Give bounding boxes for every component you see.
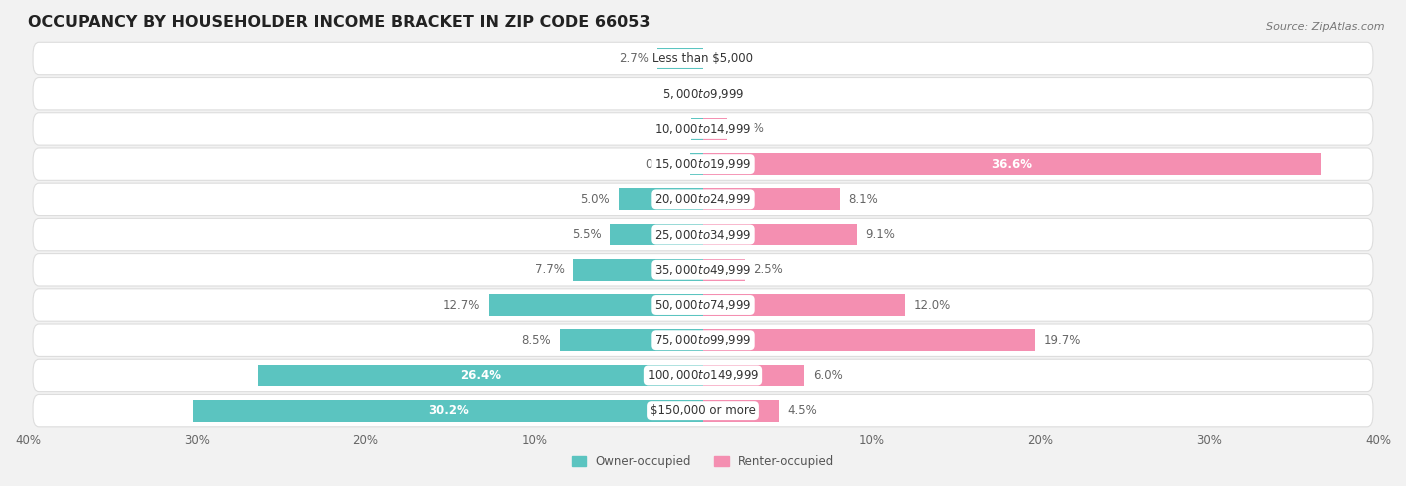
Text: 19.7%: 19.7% xyxy=(1043,334,1081,347)
FancyBboxPatch shape xyxy=(34,218,1372,251)
Text: 9.1%: 9.1% xyxy=(865,228,894,241)
Text: 30.2%: 30.2% xyxy=(427,404,468,417)
Bar xyxy=(692,118,703,140)
Text: 2.7%: 2.7% xyxy=(619,52,650,65)
FancyBboxPatch shape xyxy=(34,42,1372,75)
Bar xyxy=(489,294,703,316)
Text: $75,000 to $99,999: $75,000 to $99,999 xyxy=(654,333,752,347)
Text: 8.1%: 8.1% xyxy=(848,193,877,206)
Text: $25,000 to $34,999: $25,000 to $34,999 xyxy=(654,227,752,242)
Bar xyxy=(619,189,703,210)
Text: $35,000 to $49,999: $35,000 to $49,999 xyxy=(654,263,752,277)
Text: 0.7%: 0.7% xyxy=(652,122,683,136)
FancyBboxPatch shape xyxy=(34,359,1372,392)
Text: $20,000 to $24,999: $20,000 to $24,999 xyxy=(654,192,752,207)
Bar xyxy=(703,153,1320,175)
Bar xyxy=(257,364,703,386)
Bar xyxy=(610,224,703,245)
Text: $15,000 to $19,999: $15,000 to $19,999 xyxy=(654,157,752,171)
FancyBboxPatch shape xyxy=(34,289,1372,321)
Text: $100,000 to $149,999: $100,000 to $149,999 xyxy=(647,368,759,382)
Text: 5.5%: 5.5% xyxy=(572,228,602,241)
Bar xyxy=(703,259,745,281)
Text: Source: ZipAtlas.com: Source: ZipAtlas.com xyxy=(1267,22,1385,32)
Text: 2.5%: 2.5% xyxy=(754,263,783,276)
Bar xyxy=(690,153,703,175)
Text: 4.5%: 4.5% xyxy=(787,404,817,417)
FancyBboxPatch shape xyxy=(34,148,1372,180)
FancyBboxPatch shape xyxy=(34,324,1372,356)
Text: 7.7%: 7.7% xyxy=(534,263,565,276)
Bar xyxy=(703,364,804,386)
Bar xyxy=(703,294,905,316)
Text: 0.75%: 0.75% xyxy=(645,157,682,171)
Text: 5.0%: 5.0% xyxy=(581,193,610,206)
FancyBboxPatch shape xyxy=(34,77,1372,110)
Bar xyxy=(658,48,703,69)
Text: 36.6%: 36.6% xyxy=(991,157,1032,171)
Text: $50,000 to $74,999: $50,000 to $74,999 xyxy=(654,298,752,312)
Bar xyxy=(703,330,1035,351)
Bar xyxy=(703,224,856,245)
FancyBboxPatch shape xyxy=(34,113,1372,145)
Text: $150,000 or more: $150,000 or more xyxy=(650,404,756,417)
Text: 26.4%: 26.4% xyxy=(460,369,501,382)
Text: $10,000 to $14,999: $10,000 to $14,999 xyxy=(654,122,752,136)
Bar xyxy=(194,399,703,421)
Bar xyxy=(703,189,839,210)
Text: 12.7%: 12.7% xyxy=(443,298,481,312)
Bar xyxy=(703,399,779,421)
Text: Less than $5,000: Less than $5,000 xyxy=(652,52,754,65)
Text: 12.0%: 12.0% xyxy=(914,298,952,312)
Legend: Owner-occupied, Renter-occupied: Owner-occupied, Renter-occupied xyxy=(567,450,839,473)
Text: 8.5%: 8.5% xyxy=(522,334,551,347)
Text: 1.4%: 1.4% xyxy=(735,122,765,136)
FancyBboxPatch shape xyxy=(34,395,1372,427)
FancyBboxPatch shape xyxy=(34,254,1372,286)
Bar xyxy=(703,118,727,140)
Text: $5,000 to $9,999: $5,000 to $9,999 xyxy=(662,87,744,101)
Bar xyxy=(560,330,703,351)
Bar xyxy=(574,259,703,281)
Text: OCCUPANCY BY HOUSEHOLDER INCOME BRACKET IN ZIP CODE 66053: OCCUPANCY BY HOUSEHOLDER INCOME BRACKET … xyxy=(28,15,651,30)
Text: 6.0%: 6.0% xyxy=(813,369,842,382)
FancyBboxPatch shape xyxy=(34,183,1372,216)
